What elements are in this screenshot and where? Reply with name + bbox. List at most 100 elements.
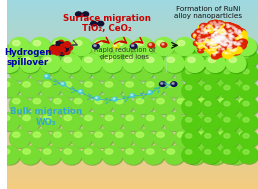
Ellipse shape [23, 115, 30, 121]
Ellipse shape [204, 29, 206, 30]
Ellipse shape [216, 36, 223, 41]
Ellipse shape [182, 82, 201, 99]
Ellipse shape [232, 30, 242, 37]
Ellipse shape [238, 43, 241, 45]
Ellipse shape [226, 80, 247, 98]
Ellipse shape [59, 52, 65, 56]
Ellipse shape [216, 40, 225, 46]
Ellipse shape [240, 37, 242, 38]
Circle shape [113, 44, 119, 49]
Ellipse shape [211, 46, 218, 51]
Ellipse shape [62, 46, 67, 49]
Ellipse shape [223, 24, 224, 25]
Ellipse shape [232, 26, 235, 28]
Ellipse shape [209, 32, 219, 39]
Ellipse shape [216, 130, 237, 148]
Ellipse shape [219, 35, 228, 41]
Ellipse shape [147, 82, 154, 87]
Ellipse shape [63, 47, 69, 50]
Ellipse shape [188, 82, 195, 87]
Ellipse shape [60, 47, 63, 49]
Ellipse shape [211, 41, 213, 42]
Ellipse shape [185, 147, 206, 165]
Ellipse shape [216, 46, 218, 47]
Ellipse shape [71, 97, 93, 115]
Ellipse shape [144, 113, 165, 132]
Ellipse shape [188, 48, 195, 53]
Ellipse shape [60, 47, 67, 51]
Ellipse shape [214, 36, 223, 42]
Ellipse shape [219, 26, 224, 30]
Ellipse shape [228, 36, 230, 38]
Ellipse shape [216, 38, 223, 43]
Ellipse shape [212, 27, 214, 28]
Ellipse shape [201, 131, 221, 148]
Ellipse shape [221, 44, 229, 49]
Ellipse shape [230, 38, 233, 40]
Ellipse shape [208, 24, 210, 26]
Ellipse shape [215, 37, 225, 43]
Ellipse shape [243, 85, 249, 90]
Ellipse shape [229, 50, 232, 51]
Ellipse shape [219, 36, 220, 37]
Ellipse shape [51, 47, 58, 51]
Ellipse shape [200, 23, 208, 29]
Ellipse shape [201, 50, 220, 67]
Ellipse shape [215, 32, 217, 33]
Ellipse shape [102, 54, 122, 72]
Ellipse shape [229, 45, 230, 46]
Ellipse shape [20, 54, 40, 72]
Ellipse shape [224, 41, 227, 43]
Ellipse shape [102, 146, 122, 164]
Ellipse shape [220, 50, 239, 67]
Ellipse shape [220, 27, 230, 35]
Ellipse shape [92, 63, 113, 81]
Ellipse shape [136, 98, 144, 104]
Ellipse shape [224, 38, 226, 39]
Ellipse shape [123, 54, 143, 72]
Ellipse shape [205, 112, 225, 130]
Circle shape [62, 83, 63, 84]
Ellipse shape [154, 129, 174, 147]
Ellipse shape [186, 101, 192, 106]
Ellipse shape [203, 46, 211, 51]
Ellipse shape [240, 115, 258, 132]
Ellipse shape [222, 40, 230, 46]
Ellipse shape [217, 36, 222, 40]
Ellipse shape [215, 33, 225, 40]
Ellipse shape [195, 37, 215, 56]
Ellipse shape [215, 129, 236, 147]
Ellipse shape [212, 43, 213, 44]
Ellipse shape [59, 47, 65, 51]
Ellipse shape [224, 134, 230, 138]
Ellipse shape [239, 40, 247, 46]
Ellipse shape [204, 31, 207, 33]
Ellipse shape [185, 55, 206, 74]
Ellipse shape [10, 96, 30, 114]
Ellipse shape [236, 96, 256, 114]
Text: Rapid reduction of
deposited ions: Rapid reduction of deposited ions [94, 47, 156, 60]
Ellipse shape [62, 46, 68, 50]
Ellipse shape [215, 39, 218, 40]
Ellipse shape [211, 49, 214, 50]
Ellipse shape [60, 50, 67, 54]
Ellipse shape [58, 46, 65, 51]
Ellipse shape [64, 82, 71, 87]
Ellipse shape [225, 39, 231, 43]
Ellipse shape [164, 147, 186, 165]
Ellipse shape [210, 38, 216, 42]
Ellipse shape [204, 46, 205, 47]
Ellipse shape [219, 26, 221, 27]
Ellipse shape [219, 49, 220, 50]
Ellipse shape [199, 45, 200, 46]
Ellipse shape [198, 46, 200, 47]
Ellipse shape [188, 149, 195, 154]
Ellipse shape [224, 23, 233, 29]
Ellipse shape [219, 36, 225, 40]
Ellipse shape [213, 49, 218, 53]
Ellipse shape [196, 31, 202, 35]
Ellipse shape [154, 63, 175, 81]
Ellipse shape [182, 146, 201, 163]
Ellipse shape [240, 37, 241, 38]
Ellipse shape [231, 32, 233, 34]
